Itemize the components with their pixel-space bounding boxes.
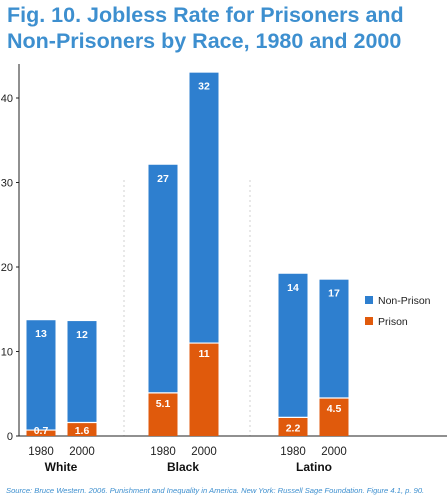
group-label-latino: Latino (296, 460, 332, 474)
bar-prison-latino-1980 (278, 417, 308, 436)
x-tick-label-black-2000: 2000 (191, 446, 217, 458)
data-label-prison-white-1980: 0.7 (34, 425, 49, 437)
y-tick-label-30: 30 (1, 178, 13, 190)
group-label-black: Black (167, 460, 199, 474)
x-tick-label-white-1980: 1980 (28, 446, 54, 458)
bar-nonprison-black-1980 (148, 164, 178, 393)
legend-swatch-non-prison (365, 296, 373, 304)
data-label-prison-white-2000: 1.6 (75, 425, 90, 437)
data-label-prison-black-1980: 5.1 (156, 398, 171, 410)
legend-swatch-prison (365, 317, 373, 325)
y-tick-label-40: 40 (1, 93, 13, 105)
bar-prison-white-2000 (67, 422, 97, 436)
bar-prison-white-1980 (26, 430, 56, 436)
bar-nonprison-white-2000 (67, 321, 97, 423)
bar-nonprison-black-2000 (189, 72, 219, 344)
data-label-prison-black-2000: 11 (198, 348, 209, 360)
y-tick-label-20: 20 (1, 262, 13, 274)
bar-prison-black-1980 (148, 392, 178, 436)
x-tick-label-black-1980: 1980 (150, 446, 176, 458)
data-label-nonprison-white-2000: 12 (76, 329, 88, 341)
x-tick-label-latino-2000: 2000 (321, 446, 347, 458)
y-tick-label-10: 10 (1, 347, 13, 359)
group-label-white: White (45, 460, 78, 474)
bar-nonprison-white-1980 (26, 320, 56, 431)
bar-nonprison-latino-1980 (278, 273, 308, 418)
y-tick-label-0: 0 (7, 431, 13, 443)
source-note: Source: Bruce Western. 2006. Punishment … (6, 486, 425, 495)
legend-label-prison: Prison (378, 316, 408, 328)
stacked-bar-chart: 0 10 20 30 40 13 0.7 1980 12 1.6 2000 27 5.1 1980 32 11… (1, 64, 447, 474)
data-label-prison-latino-2000: 4.5 (327, 403, 342, 415)
bar-nonprison-latino-2000 (319, 279, 349, 398)
data-label-nonprison-white-1980: 13 (35, 328, 47, 340)
x-tick-label-white-2000: 2000 (69, 446, 95, 458)
title-line-1: Fig. 10. Jobless Rate for Prisoners and (7, 3, 404, 27)
bar-prison-black-2000 (189, 343, 219, 436)
bar-prison-latino-2000 (319, 397, 349, 436)
x-tick-label-latino-1980: 1980 (280, 446, 306, 458)
data-label-nonprison-latino-2000: 17 (328, 288, 340, 300)
data-label-nonprison-latino-1980: 14 (287, 282, 299, 294)
data-label-nonprison-black-1980: 27 (157, 173, 169, 185)
legend-label-non-prison: Non-Prison (378, 295, 431, 307)
title-line-2: Non-Prisoners by Race, 1980 and 2000 (7, 29, 402, 53)
chart-title: Fig. 10. Jobless Rate for Prisoners and … (7, 2, 443, 54)
data-label-nonprison-black-2000: 32 (198, 81, 210, 93)
data-label-prison-latino-1980: 2.2 (286, 422, 301, 434)
